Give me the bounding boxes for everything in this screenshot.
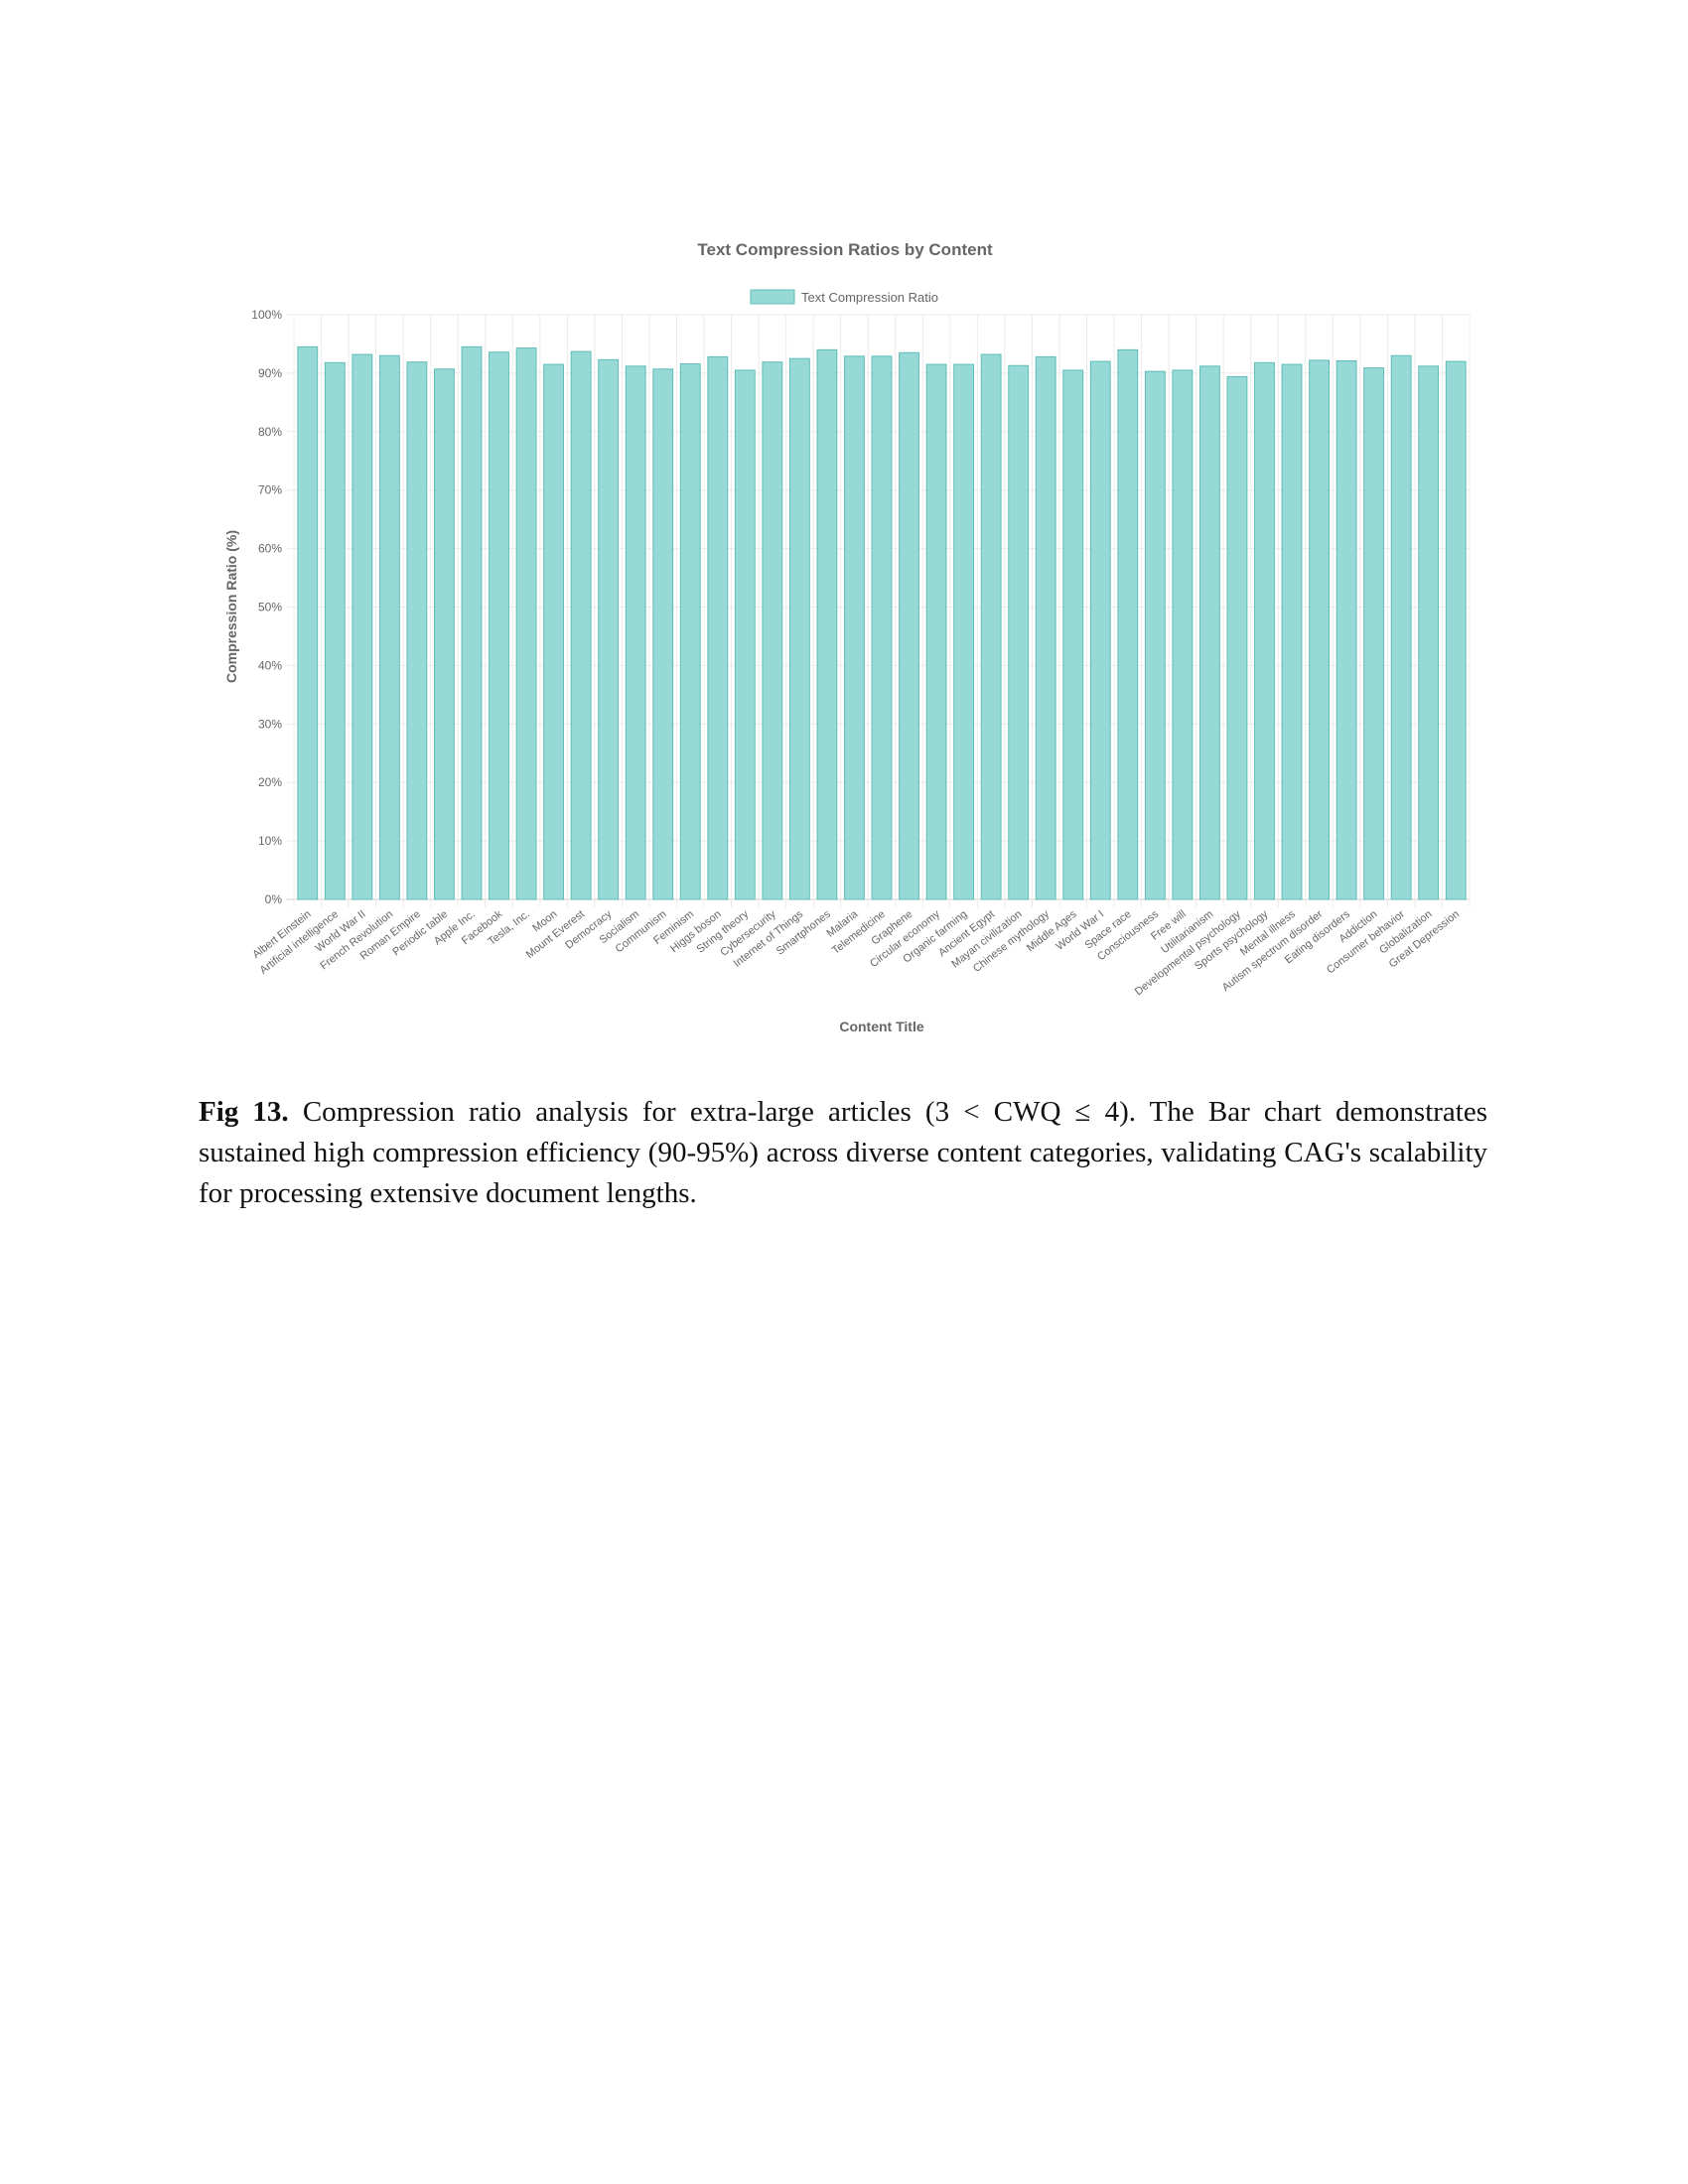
bar bbox=[625, 365, 646, 900]
bar bbox=[816, 348, 838, 900]
bars bbox=[297, 345, 1467, 900]
bar bbox=[1117, 348, 1139, 900]
bar bbox=[844, 355, 865, 900]
bar bbox=[1445, 360, 1467, 900]
bar bbox=[543, 363, 564, 900]
bar bbox=[1008, 364, 1030, 900]
bar bbox=[871, 355, 893, 900]
bar bbox=[788, 357, 810, 900]
bar bbox=[679, 362, 701, 900]
bar bbox=[980, 353, 1002, 900]
y-tick-label: 70% bbox=[258, 483, 282, 497]
figure-label: Fig 13. bbox=[199, 1096, 289, 1128]
bar bbox=[925, 363, 947, 900]
chart-title: Text Compression Ratios by Content bbox=[697, 240, 993, 259]
y-axis-ticks: 0% 10% 20% 30% 40% 50% 60% 70% 80% 90% 100% bbox=[251, 308, 282, 906]
y-tick-label: 100% bbox=[251, 308, 282, 322]
y-tick-label: 20% bbox=[258, 775, 282, 789]
bar-chart: Text Compression Ratios by Content Text … bbox=[223, 240, 1471, 1034]
bar bbox=[1363, 367, 1385, 900]
y-tick-label: 40% bbox=[258, 658, 282, 672]
bar bbox=[1309, 359, 1330, 900]
bar bbox=[1089, 360, 1111, 900]
bar bbox=[1035, 355, 1056, 900]
bar bbox=[1199, 365, 1220, 900]
y-tick-label: 60% bbox=[258, 542, 282, 556]
bar bbox=[734, 369, 756, 900]
bar bbox=[406, 361, 428, 900]
y-tick-label: 0% bbox=[265, 892, 283, 906]
bar bbox=[1062, 369, 1084, 900]
bar bbox=[1254, 361, 1275, 900]
bar bbox=[297, 345, 319, 900]
y-tick-label: 90% bbox=[258, 366, 282, 380]
legend: Text Compression Ratio bbox=[750, 289, 938, 305]
bar bbox=[1418, 365, 1440, 900]
y-tick-label: 50% bbox=[258, 601, 282, 614]
bar bbox=[899, 351, 919, 900]
y-axis-label: Compression Ratio (%) bbox=[223, 530, 239, 683]
figure-caption-text: Compression ratio analysis for extra-lar… bbox=[199, 1096, 1487, 1209]
legend-swatch bbox=[750, 289, 795, 305]
bar bbox=[324, 361, 346, 900]
bar bbox=[434, 368, 455, 900]
y-tick-label: 30% bbox=[258, 717, 282, 731]
bar bbox=[707, 355, 729, 900]
y-tick-label: 10% bbox=[258, 834, 282, 848]
bar bbox=[1390, 354, 1412, 900]
bar bbox=[1336, 360, 1357, 900]
bar bbox=[489, 351, 509, 900]
bar bbox=[762, 361, 783, 900]
bar bbox=[598, 358, 620, 900]
figure-caption: Fig 13. Compression ratio analysis for e… bbox=[199, 1092, 1487, 1214]
bar bbox=[1172, 369, 1194, 900]
bar bbox=[570, 350, 592, 900]
legend-label: Text Compression Ratio bbox=[801, 290, 938, 305]
bar bbox=[461, 345, 483, 900]
bar bbox=[515, 347, 537, 900]
x-axis-label: Content Title bbox=[839, 1019, 924, 1034]
y-tick-label: 80% bbox=[258, 425, 282, 439]
bar bbox=[378, 354, 400, 900]
bar bbox=[1281, 363, 1303, 900]
bar bbox=[953, 363, 975, 900]
grid-layer bbox=[286, 314, 1471, 907]
bar bbox=[652, 368, 674, 900]
bar bbox=[352, 353, 373, 900]
bar bbox=[1226, 375, 1248, 900]
bar bbox=[1144, 370, 1166, 900]
